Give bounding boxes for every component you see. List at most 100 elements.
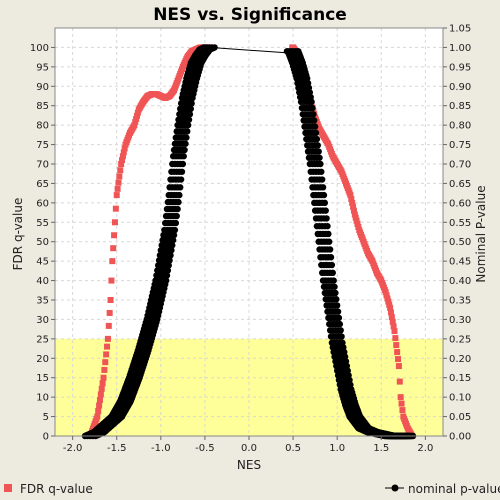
fdr-point-36	[119, 157, 126, 164]
fdr-point-51	[132, 119, 139, 126]
nominal-point-474	[175, 198, 182, 206]
nominal-point-834	[320, 191, 328, 199]
y-left-tick-label-13: 65	[36, 179, 49, 190]
fdr-point-15	[100, 374, 107, 381]
fdr-point-25	[109, 258, 116, 265]
y-right-tick-label-0: 0.00	[449, 432, 471, 443]
nominal-point-884	[329, 269, 336, 276]
fdr-point-208	[352, 214, 359, 221]
y-left-tick-label-2: 10	[36, 393, 49, 404]
nominal-point-764	[308, 98, 315, 106]
y-left-tick-label-12: 60	[36, 198, 49, 209]
fdr-point-10	[96, 402, 103, 409]
y-axis-right-label: Nominal P-value	[474, 185, 488, 282]
fdr-point-13	[98, 385, 105, 392]
fdr-point-242	[382, 289, 389, 296]
y-left-tick-label-18: 90	[36, 82, 49, 93]
nominal-point-854	[324, 222, 331, 230]
nominal-point-784	[311, 123, 319, 130]
nominal-point-869	[326, 246, 334, 253]
nominal-point-899	[332, 289, 339, 297]
fdr-point-11	[96, 396, 103, 403]
fdr-point-247	[387, 304, 394, 311]
fdr-point-16	[101, 366, 108, 373]
fdr-point-52	[133, 115, 140, 122]
nominal-point-439	[169, 242, 176, 249]
x-axis-label: NES	[237, 458, 261, 472]
fdr-point-53	[134, 112, 141, 119]
nominal-point-804	[315, 148, 322, 155]
fdr-point-30	[113, 192, 120, 199]
fdr-point-203	[348, 195, 355, 202]
y-right-tick-label-10: 0.50	[449, 237, 471, 248]
fdr-point-211	[355, 223, 362, 230]
fdr-point-259	[397, 394, 404, 401]
legend-item-nominal: nominal p-value	[385, 482, 500, 496]
y-right-tick-label-18: 0.90	[449, 82, 471, 93]
y-left-tick-label-6: 30	[36, 315, 49, 326]
y-left-tick-label-9: 45	[36, 257, 49, 268]
fdr-point-248	[387, 309, 394, 316]
x-tick-label-0: -2.0	[63, 443, 83, 454]
nominal-point-819	[318, 168, 325, 175]
fdr-point-23	[107, 297, 114, 303]
y-left-tick-label-19: 95	[36, 62, 49, 73]
fdr-point-243	[383, 292, 390, 299]
nominal-point-889	[330, 277, 337, 284]
y-left-tick-label-15: 75	[36, 140, 49, 151]
nominal-point-829	[319, 184, 327, 191]
y-right-tick-label-21: 1.05	[449, 24, 471, 35]
nominal-point-924	[336, 320, 344, 328]
nominal-point-434	[168, 247, 175, 254]
y-left-tick-label-0: 0	[43, 432, 49, 443]
y-right-tick-label-2: 0.10	[449, 393, 471, 404]
nominal-point-799	[314, 142, 321, 149]
nominal-point-509	[181, 146, 188, 154]
y-left-tick-label-10: 50	[36, 237, 49, 248]
nominal-point-864	[326, 238, 333, 245]
nominal-point-894	[331, 283, 338, 290]
y-left-tick-label-5: 25	[36, 334, 49, 345]
nominal-point-524	[184, 128, 191, 135]
x-tick-label-3: -0.5	[195, 443, 215, 454]
y-right-tick-label-20: 1.00	[449, 43, 471, 54]
fdr-point-37	[119, 153, 126, 160]
fdr-point-39	[121, 145, 128, 152]
x-axis-ticks: -2.0 -1.5 -1.0 -0.5 0.0 0.5 1.0 1.5 2.0	[63, 436, 433, 454]
fdr-point-205	[350, 203, 357, 210]
nominal-point-414	[164, 267, 172, 274]
y-left-tick-label-11: 55	[36, 218, 49, 229]
fdr-point-204	[349, 199, 356, 206]
fdr-point-209	[353, 217, 360, 224]
fdr-point-19	[104, 343, 111, 350]
legend: FDR q-value nominal p-value	[4, 482, 500, 496]
fdr-point-12	[97, 391, 104, 398]
nominal-point-824	[318, 176, 326, 183]
legend-marker-nominal	[391, 484, 399, 492]
nominal-point-454	[171, 226, 179, 234]
nominal-point-794	[313, 135, 321, 143]
nominal-point-484	[177, 184, 184, 191]
nominal-point-449	[170, 231, 178, 239]
fdr-point-244	[384, 295, 391, 302]
fdr-point-32	[115, 179, 122, 186]
y-right-tick-label-1: 0.05	[449, 412, 471, 423]
fdr-point-257	[395, 363, 402, 370]
y-left-tick-label-20: 100	[30, 43, 49, 54]
fdr-point-28	[111, 219, 118, 226]
y-right-tick-label-16: 0.80	[449, 121, 471, 132]
nominal-point-469	[174, 205, 181, 213]
x-tick-label-6: 1.0	[329, 443, 345, 454]
nominal-point-879	[328, 261, 336, 269]
nominal-point-839	[321, 199, 329, 207]
plot-area	[54, 27, 444, 440]
x-tick-label-7: 1.5	[373, 443, 389, 454]
x-tick-label-4: 0.0	[241, 443, 257, 454]
nominal-point-909	[333, 302, 341, 309]
nominal-point-774	[310, 111, 317, 118]
fdr-point-261	[399, 407, 406, 414]
nominal-point-424	[166, 257, 173, 264]
fdr-point-14	[99, 380, 106, 387]
y-left-tick-label-8: 40	[36, 276, 49, 287]
fdr-point-256	[395, 356, 402, 363]
